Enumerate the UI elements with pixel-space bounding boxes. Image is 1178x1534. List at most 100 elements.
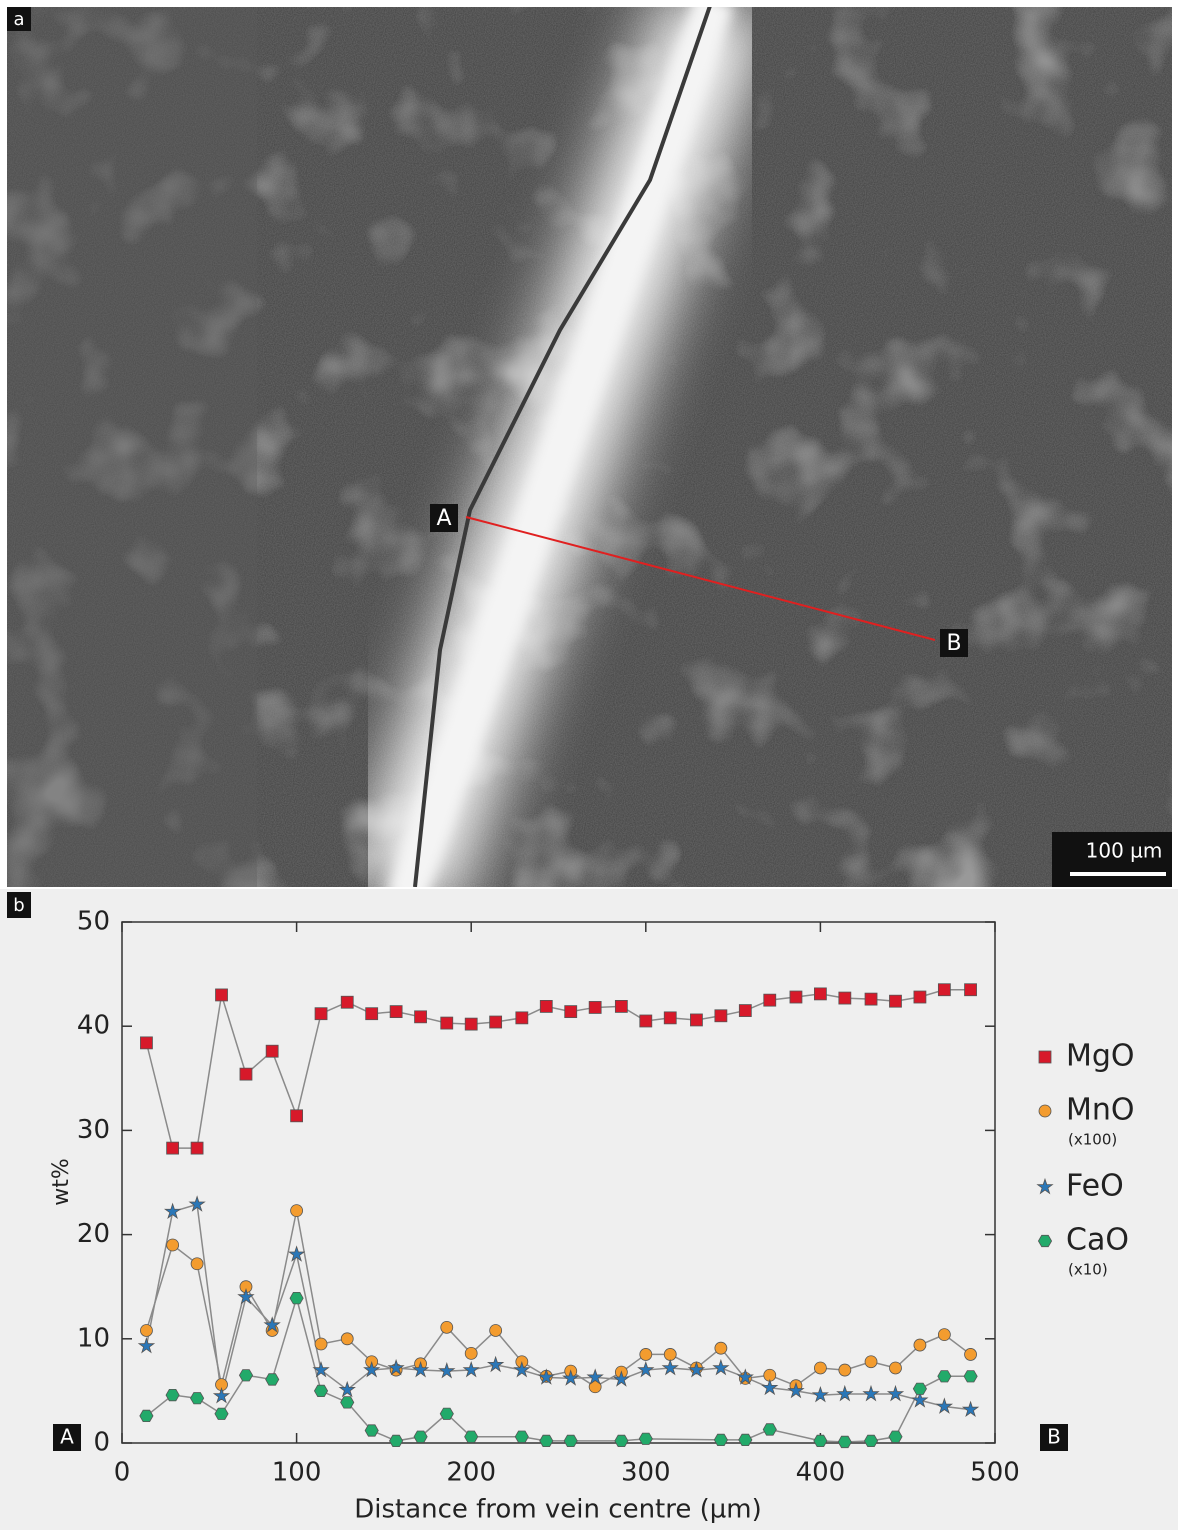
sem-image (7, 0, 1172, 900)
data-point (215, 1408, 228, 1419)
data-point (865, 1356, 877, 1368)
data-point (390, 1435, 403, 1446)
x-tick-label: 200 (446, 1458, 496, 1488)
x-tick-label: 400 (796, 1458, 846, 1488)
figure: a A B 100 µm b Distance from vein centre… (0, 0, 1178, 1530)
x-tick-label: 500 (970, 1458, 1020, 1488)
data-point (465, 1347, 477, 1359)
data-point (191, 1142, 203, 1154)
point-label: A (60, 1425, 74, 1449)
point-label: B (946, 631, 961, 656)
data-point (341, 996, 353, 1008)
data-point (715, 1342, 727, 1354)
data-point (167, 1239, 179, 1251)
data-point (365, 1425, 378, 1436)
data-point (938, 984, 950, 996)
data-point (913, 1383, 926, 1394)
data-point (715, 1010, 727, 1022)
data-point (964, 1371, 977, 1382)
data-point (415, 1011, 427, 1023)
y-tick-label: 40 (77, 1011, 110, 1041)
data-point (739, 1434, 752, 1445)
point-label: B (1047, 1425, 1061, 1449)
data-point (290, 1292, 303, 1304)
point-label: A (436, 506, 451, 531)
data-point (140, 1037, 152, 1049)
legend-note: (x100) (1068, 1131, 1117, 1149)
data-point (366, 1008, 378, 1020)
x-tick-label: 0 (114, 1458, 131, 1488)
data-point (315, 1008, 327, 1020)
y-tick-label: 0 (93, 1428, 110, 1458)
data-point (441, 1017, 453, 1029)
data-point (516, 1012, 528, 1024)
data-point (914, 1339, 926, 1351)
data-point (739, 1005, 751, 1017)
data-point (341, 1333, 353, 1345)
data-point (191, 1393, 204, 1404)
y-axis-title: wt% (49, 1158, 74, 1206)
y-tick-label: 30 (77, 1115, 110, 1145)
data-point (790, 991, 802, 1003)
legend-note: (x10) (1068, 1261, 1108, 1279)
data-point (216, 989, 228, 1001)
data-point (440, 1408, 453, 1419)
legend-label: FeO (1066, 1169, 1124, 1204)
data-point (865, 993, 877, 1005)
data-point (540, 1435, 553, 1446)
data-point (640, 1348, 652, 1360)
data-point (341, 1397, 354, 1409)
y-tick-label: 10 (77, 1323, 110, 1353)
data-point (166, 1389, 179, 1400)
data-point (639, 1433, 652, 1444)
data-point (515, 1431, 528, 1443)
legend-marker (1039, 1051, 1051, 1063)
data-point (414, 1431, 427, 1443)
data-point (465, 1431, 478, 1443)
data-point (714, 1434, 727, 1445)
data-point (938, 1329, 950, 1341)
data-point (814, 988, 826, 1000)
data-point (490, 1324, 502, 1336)
data-point (889, 1431, 902, 1443)
data-point (565, 1006, 577, 1018)
data-point (540, 1000, 552, 1012)
legend-label: CaO (1066, 1223, 1129, 1258)
data-point (441, 1321, 453, 1333)
data-point (690, 1014, 702, 1026)
data-point (291, 1205, 303, 1217)
x-tick-label: 300 (621, 1458, 671, 1488)
data-point (191, 1258, 203, 1270)
data-point (239, 1370, 252, 1381)
data-point (167, 1142, 179, 1154)
data-point (814, 1435, 827, 1446)
data-point (839, 1364, 851, 1376)
data-point (589, 1001, 601, 1013)
data-point (864, 1435, 877, 1446)
data-point (266, 1045, 278, 1057)
legend-label: MnO (1066, 1093, 1135, 1128)
legend-label: MgO (1066, 1039, 1135, 1074)
data-point (615, 1435, 628, 1446)
data-point (140, 1324, 152, 1336)
data-point (640, 1015, 652, 1027)
data-point (914, 991, 926, 1003)
data-point (266, 1374, 279, 1386)
data-point (965, 984, 977, 996)
y-tick-label: 50 (77, 907, 110, 937)
legend-marker (1038, 1235, 1051, 1246)
y-tick-label: 20 (77, 1219, 110, 1249)
data-point (764, 994, 776, 1006)
data-point (140, 1410, 153, 1421)
data-point (664, 1348, 676, 1360)
data-point (615, 1000, 627, 1012)
data-point (889, 1362, 901, 1374)
x-axis-title: Distance from vein centre (µm) (354, 1495, 762, 1525)
data-point (938, 1371, 951, 1382)
data-point (564, 1435, 577, 1446)
panel-label: b (13, 895, 24, 916)
data-point (315, 1338, 327, 1350)
data-point (965, 1348, 977, 1360)
data-point (314, 1385, 327, 1396)
x-tick-label: 100 (272, 1458, 322, 1488)
